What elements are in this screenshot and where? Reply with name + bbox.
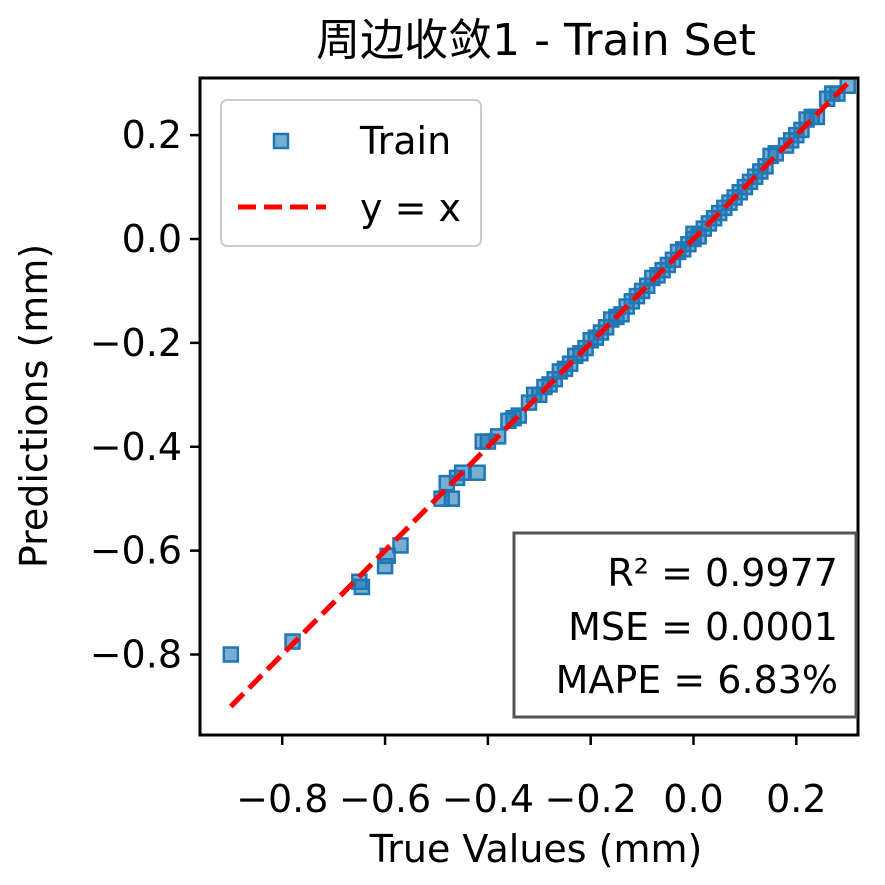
x-tick-label: −0.8	[236, 777, 328, 821]
stats-mape: MAPE = 6.83%	[556, 658, 838, 702]
reference-line-overlay	[229, 81, 850, 709]
legend-train-marker	[272, 132, 290, 150]
stats-r2: R² = 0.9977	[607, 551, 838, 595]
data-point	[443, 490, 461, 507]
legend-reference-label: y = x	[360, 186, 461, 230]
data-point	[392, 537, 409, 554]
stats-mse: MSE = 0.0001	[568, 605, 838, 649]
x-tick-label: 0.2	[766, 777, 826, 821]
x-tick-label: −0.2	[545, 777, 637, 821]
data-point	[469, 464, 486, 481]
x-tick-label: −0.6	[339, 777, 431, 821]
x-tick-label: 0.0	[663, 777, 723, 821]
y-tick-label: −0.8	[90, 632, 182, 676]
y-tick-label: 0.0	[122, 217, 182, 261]
stats-box: R² = 0.9977 MSE = 0.0001 MAPE = 6.83%	[512, 531, 858, 719]
stats-box-frame	[512, 531, 858, 719]
y-tick-label: −0.2	[90, 321, 182, 365]
y-axis-label: Predictions (mm)	[12, 244, 56, 568]
chart-title: 周边收敛1 - Train Set	[316, 15, 756, 66]
legend-train-label: Train	[359, 119, 451, 163]
y-tick-label: −0.4	[90, 425, 182, 469]
y-tick-label: −0.6	[90, 529, 182, 573]
y-tick-label: 0.2	[122, 113, 182, 157]
x-axis-label: True Values (mm)	[369, 827, 703, 871]
data-point	[222, 646, 240, 663]
x-tick-label: −0.4	[442, 777, 534, 821]
axes-frame	[198, 76, 860, 737]
legend: Train y = x	[220, 99, 482, 247]
